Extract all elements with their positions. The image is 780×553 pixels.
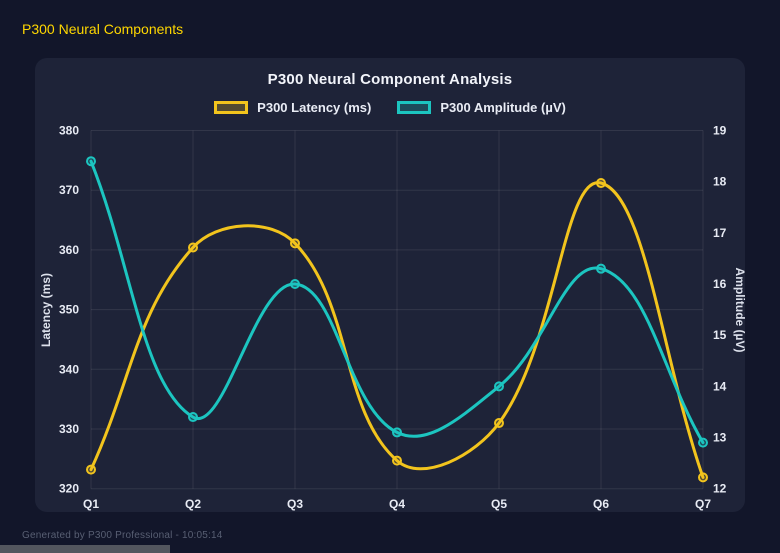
legend-item-amplitude[interactable]: P300 Amplitude (µV) xyxy=(397,100,566,115)
right-axis-tick: 12 xyxy=(713,482,727,496)
x-axis-tick: Q2 xyxy=(185,497,201,511)
amplitude-line xyxy=(89,159,705,445)
latency-line xyxy=(89,181,705,479)
amplitude-point[interactable] xyxy=(392,427,402,438)
chart-title: P300 Neural Component Analysis xyxy=(267,71,513,88)
left-axis-tick: 320 xyxy=(59,482,79,496)
latency-point[interactable] xyxy=(596,178,606,189)
latency-point[interactable] xyxy=(494,418,504,429)
footer-generated-text: Generated by P300 Professional - 10:05:1… xyxy=(22,530,223,541)
x-axis-tick: Q7 xyxy=(695,497,711,511)
bottom-edge-bar xyxy=(0,545,170,553)
latency-swatch-icon xyxy=(214,101,249,114)
right-axis-tick: 19 xyxy=(713,124,727,138)
x-axis-tick: Q4 xyxy=(389,497,405,511)
left-axis-tick: 370 xyxy=(59,183,79,197)
left-axis-tick: 360 xyxy=(59,243,79,257)
right-axis-tick: 15 xyxy=(713,328,727,342)
page-title: P300 Neural Components xyxy=(22,21,184,37)
x-axis-tick: Q6 xyxy=(593,497,609,511)
left-axis-tick: 330 xyxy=(59,422,79,436)
x-axis-tick: Q3 xyxy=(287,497,303,511)
amplitude-swatch-icon xyxy=(397,101,432,114)
right-axis-tick: 16 xyxy=(713,277,727,291)
amplitude-point[interactable] xyxy=(698,437,708,448)
latency-point[interactable] xyxy=(188,242,198,253)
right-axis-title: Amplitude (µV) xyxy=(733,268,745,353)
amplitude-point[interactable] xyxy=(290,279,300,290)
amplitude-point[interactable] xyxy=(188,412,198,423)
chart-legend: P300 Latency (ms) P300 Amplitude (µV) xyxy=(35,100,745,115)
legend-label-amplitude: P300 Amplitude (µV) xyxy=(440,100,566,115)
latency-point[interactable] xyxy=(86,464,96,475)
right-axis-tick: 18 xyxy=(713,175,727,189)
latency-point[interactable] xyxy=(290,238,300,249)
x-axis-tick: Q1 xyxy=(83,497,99,511)
left-axis-tick: 350 xyxy=(59,303,79,317)
left-axis-tick: 380 xyxy=(59,124,79,138)
right-axis-tick: 17 xyxy=(713,226,727,240)
legend-item-latency[interactable]: P300 Latency (ms) xyxy=(214,100,371,115)
latency-point[interactable] xyxy=(392,455,402,466)
amplitude-point[interactable] xyxy=(86,156,96,167)
amplitude-point[interactable] xyxy=(596,263,606,274)
right-axis-tick: 13 xyxy=(713,431,727,445)
amplitude-point[interactable] xyxy=(494,381,504,392)
legend-label-latency: P300 Latency (ms) xyxy=(257,100,372,115)
left-axis-tick: 340 xyxy=(59,362,79,376)
latency-point[interactable] xyxy=(698,472,708,483)
chart-panel: P300 Neural Component Analysis P300 Late… xyxy=(35,58,745,512)
left-axis-title: Latency (ms) xyxy=(39,273,53,347)
x-axis-tick: Q5 xyxy=(491,497,507,511)
right-axis-tick: 14 xyxy=(713,379,727,393)
line-chart: 380 370 360 350 340 330 320 19 18 17 16 15 14 13 12 Q1 Q… xyxy=(39,124,745,512)
